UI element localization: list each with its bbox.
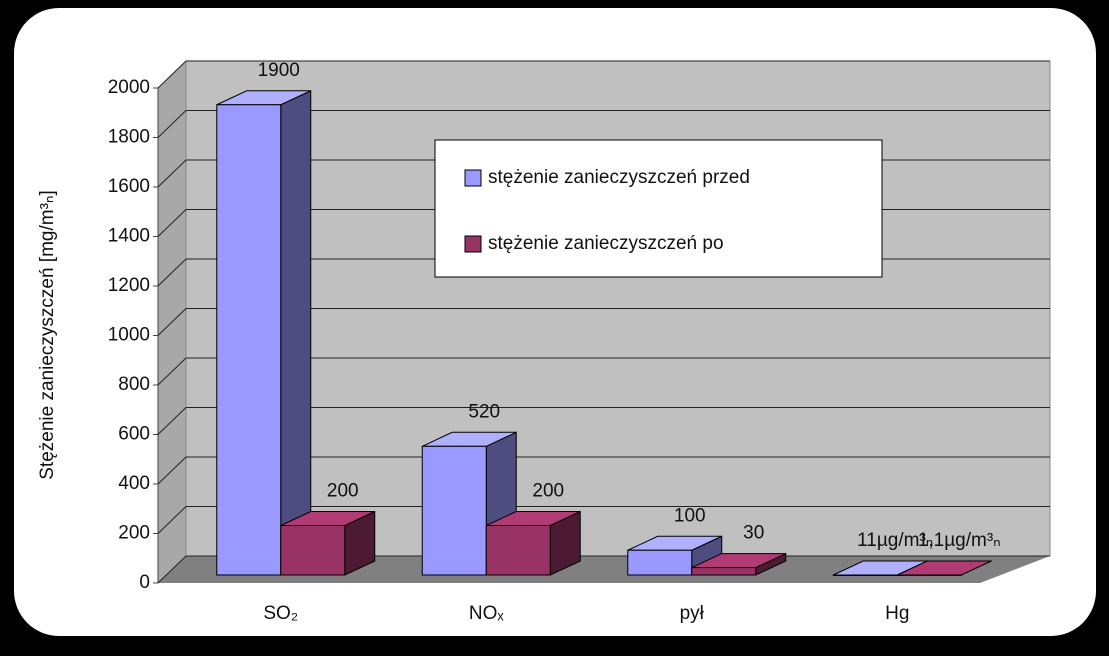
- y-tick-label: 1400: [108, 226, 150, 247]
- y-tick-label: 1000: [108, 325, 150, 346]
- grid-line: [157, 357, 1050, 386]
- y-axis-label: Stężenie zanieczyszczeń [mg/m³ₙ]: [37, 190, 58, 480]
- legend-swatch: [464, 169, 482, 187]
- bar: [280, 525, 346, 576]
- y-tick-label: 1600: [108, 176, 150, 197]
- x-tick-label: NOₓ: [469, 603, 505, 624]
- legend: [434, 139, 883, 278]
- value-label: 520: [468, 401, 500, 422]
- value-label: 100: [674, 505, 706, 526]
- y-tick-label: 1200: [108, 275, 150, 296]
- legend-swatch: [464, 235, 482, 253]
- bar: [485, 525, 551, 576]
- value-label: 30: [743, 523, 764, 544]
- value-label: 11µg/m³ₙ: [857, 530, 933, 551]
- x-tick-label: Hg: [885, 603, 909, 624]
- grid-line: [157, 506, 1050, 534]
- y-tick-label: 0: [139, 572, 150, 593]
- grid-line: [157, 308, 1050, 336]
- grid-line: [157, 407, 1050, 435]
- bar: [691, 567, 757, 576]
- y-tick-label: 1800: [108, 127, 150, 148]
- floor: [158, 556, 1050, 583]
- x-tick-label: pył: [680, 603, 705, 624]
- bar: [216, 104, 282, 576]
- grid-line: [157, 456, 1050, 485]
- y-tick-label: 200: [118, 523, 150, 544]
- value-label: 200: [532, 481, 564, 502]
- y-tick-label: 800: [118, 374, 150, 395]
- bar: [627, 549, 693, 576]
- y-tick-label: 2000: [108, 77, 150, 98]
- y-tick-label: 400: [118, 473, 150, 494]
- legend-label: stężenie zanieczyszczeń przed: [488, 167, 750, 188]
- x-tick-label: SO₂: [263, 603, 298, 624]
- value-label: 200: [327, 481, 359, 502]
- bar: [896, 574, 962, 576]
- bar: [832, 574, 898, 576]
- grid-line: [157, 60, 1050, 89]
- bar: [421, 445, 487, 576]
- value-label: 1900: [258, 60, 300, 81]
- grid-line: [157, 110, 1050, 138]
- bar-side: [280, 89, 312, 576]
- legend-label: stężenie zanieczyszczeń po: [488, 233, 724, 254]
- value-label: 1,1µg/m³ₙ: [918, 530, 1001, 551]
- y-tick-label: 600: [118, 424, 150, 445]
